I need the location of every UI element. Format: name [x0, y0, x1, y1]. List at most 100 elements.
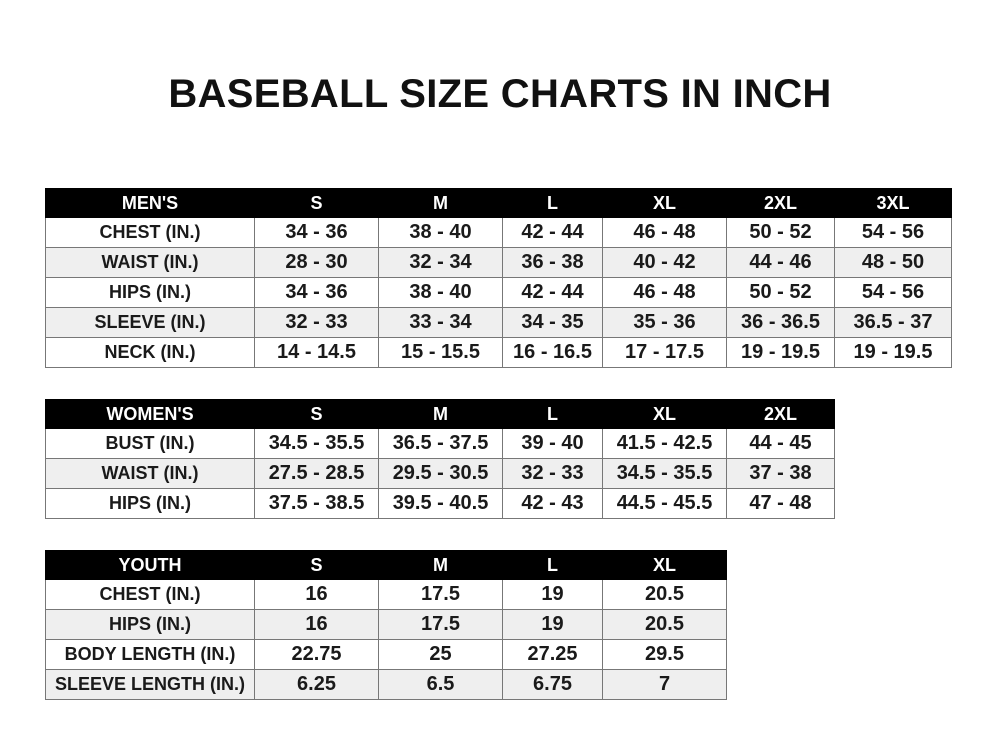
size-value: 42 - 44 — [502, 217, 603, 248]
size-value: 46 - 48 — [602, 277, 727, 308]
size-value: 42 - 43 — [502, 488, 603, 519]
table-row: CHEST (IN.) 16 17.5 19 20.5 — [45, 579, 727, 610]
measurement-label: CHEST (IN.) — [45, 579, 255, 610]
size-value: 37.5 - 38.5 — [254, 488, 379, 519]
measurement-label: SLEEVE LENGTH (IN.) — [45, 669, 255, 700]
size-header: 3XL — [834, 188, 952, 218]
size-value: 37 - 38 — [726, 458, 835, 489]
table-row: SLEEVE (IN.) 32 - 33 33 - 34 34 - 35 35 - 36… — [45, 307, 952, 338]
category-header: MEN'S — [45, 188, 255, 218]
size-value: 25 — [378, 639, 503, 670]
size-value: 19 — [502, 609, 603, 640]
size-header: 2XL — [726, 188, 835, 218]
size-header: XL — [602, 550, 727, 580]
table-row: BODY LENGTH (IN.) 22.75 25 27.25 29.5 — [45, 639, 727, 670]
measurement-label: WAIST (IN.) — [45, 458, 255, 489]
size-value: 38 - 40 — [378, 217, 503, 248]
table-row: BUST (IN.) 34.5 - 35.5 36.5 - 37.5 39 - 40 4… — [45, 428, 835, 459]
size-value: 19 - 19.5 — [726, 337, 835, 368]
measurement-label: BODY LENGTH (IN.) — [45, 639, 255, 670]
size-value: 47 - 48 — [726, 488, 835, 519]
size-value: 41.5 - 42.5 — [602, 428, 727, 459]
measurement-label: CHEST (IN.) — [45, 217, 255, 248]
size-value: 34.5 - 35.5 — [254, 428, 379, 459]
size-value: 32 - 34 — [378, 247, 503, 278]
size-value: 16 — [254, 579, 379, 610]
size-value: 38 - 40 — [378, 277, 503, 308]
size-value: 16 - 16.5 — [502, 337, 603, 368]
size-value: 36.5 - 37 — [834, 307, 952, 338]
size-value: 36.5 - 37.5 — [378, 428, 503, 459]
size-value: 34 - 35 — [502, 307, 603, 338]
size-value: 46 - 48 — [602, 217, 727, 248]
size-value: 39 - 40 — [502, 428, 603, 459]
size-value: 27.25 — [502, 639, 603, 670]
size-header: S — [254, 550, 379, 580]
category-header: YOUTH — [45, 550, 255, 580]
measurement-label: HIPS (IN.) — [45, 277, 255, 308]
header-row: MEN'S S M L XL 2XL 3XL — [45, 188, 952, 218]
size-value: 19 - 19.5 — [834, 337, 952, 368]
size-header: L — [502, 550, 603, 580]
size-header: XL — [602, 188, 727, 218]
size-header: M — [378, 188, 503, 218]
size-value: 17 - 17.5 — [602, 337, 727, 368]
size-value: 33 - 34 — [378, 307, 503, 338]
table-row: CHEST (IN.) 34 - 36 38 - 40 42 - 44 46 - 48 5… — [45, 217, 952, 248]
size-value: 39.5 - 40.5 — [378, 488, 503, 519]
size-value: 20.5 — [602, 609, 727, 640]
page-title: BASEBALL SIZE CHARTS IN INCH — [168, 72, 832, 116]
size-value: 50 - 52 — [726, 277, 835, 308]
size-header: L — [502, 399, 603, 429]
size-header: M — [378, 399, 503, 429]
category-header: WOMEN'S — [45, 399, 255, 429]
table-row: HIPS (IN.) 16 17.5 19 20.5 — [45, 609, 727, 640]
measurement-label: BUST (IN.) — [45, 428, 255, 459]
size-value: 44.5 - 45.5 — [602, 488, 727, 519]
size-value: 20.5 — [602, 579, 727, 610]
table-row: HIPS (IN.) 37.5 - 38.5 39.5 - 40.5 42 - 43 4… — [45, 488, 835, 519]
size-value: 22.75 — [254, 639, 379, 670]
measurement-label: SLEEVE (IN.) — [45, 307, 255, 338]
womens-size-table: WOMEN'S S M L XL 2XL BUST (IN.) 34.5 - 35.5 36.5… — [45, 399, 835, 519]
size-value: 36 - 36.5 — [726, 307, 835, 338]
size-value: 34 - 36 — [254, 217, 379, 248]
measurement-label: HIPS (IN.) — [45, 609, 255, 640]
size-value: 48 - 50 — [834, 247, 952, 278]
header-row: YOUTH S M L XL — [45, 550, 727, 580]
size-value: 17.5 — [378, 579, 503, 610]
table-row: WAIST (IN.) 28 - 30 32 - 34 36 - 38 40 - 42 4… — [45, 247, 952, 278]
size-value: 19 — [502, 579, 603, 610]
size-value: 54 - 56 — [834, 217, 952, 248]
size-value: 7 — [602, 669, 727, 700]
size-header: 2XL — [726, 399, 835, 429]
header-row: WOMEN'S S M L XL 2XL — [45, 399, 835, 429]
measurement-label: HIPS (IN.) — [45, 488, 255, 519]
size-header: L — [502, 188, 603, 218]
measurement-label: NECK (IN.) — [45, 337, 255, 368]
size-value: 28 - 30 — [254, 247, 379, 278]
size-value: 6.75 — [502, 669, 603, 700]
youth-size-table: YOUTH S M L XL CHEST (IN.) 16 17.5 19 20.5 HIPS (I… — [45, 550, 727, 700]
size-value: 36 - 38 — [502, 247, 603, 278]
size-header: XL — [602, 399, 727, 429]
table-row: SLEEVE LENGTH (IN.) 6.25 6.5 6.75 7 — [45, 669, 727, 700]
size-value: 34 - 36 — [254, 277, 379, 308]
size-value: 44 - 45 — [726, 428, 835, 459]
size-value: 32 - 33 — [254, 307, 379, 338]
size-value: 44 - 46 — [726, 247, 835, 278]
size-value: 6.25 — [254, 669, 379, 700]
size-value: 42 - 44 — [502, 277, 603, 308]
size-value: 34.5 - 35.5 — [602, 458, 727, 489]
table-row: HIPS (IN.) 34 - 36 38 - 40 42 - 44 46 - 48 50… — [45, 277, 952, 308]
size-value: 17.5 — [378, 609, 503, 640]
size-header: S — [254, 399, 379, 429]
size-value: 54 - 56 — [834, 277, 952, 308]
size-value: 35 - 36 — [602, 307, 727, 338]
measurement-label: WAIST (IN.) — [45, 247, 255, 278]
size-value: 6.5 — [378, 669, 503, 700]
size-value: 14 - 14.5 — [254, 337, 379, 368]
size-value: 29.5 - 30.5 — [378, 458, 503, 489]
size-value: 16 — [254, 609, 379, 640]
table-row: WAIST (IN.) 27.5 - 28.5 29.5 - 30.5 32 - 33… — [45, 458, 835, 489]
